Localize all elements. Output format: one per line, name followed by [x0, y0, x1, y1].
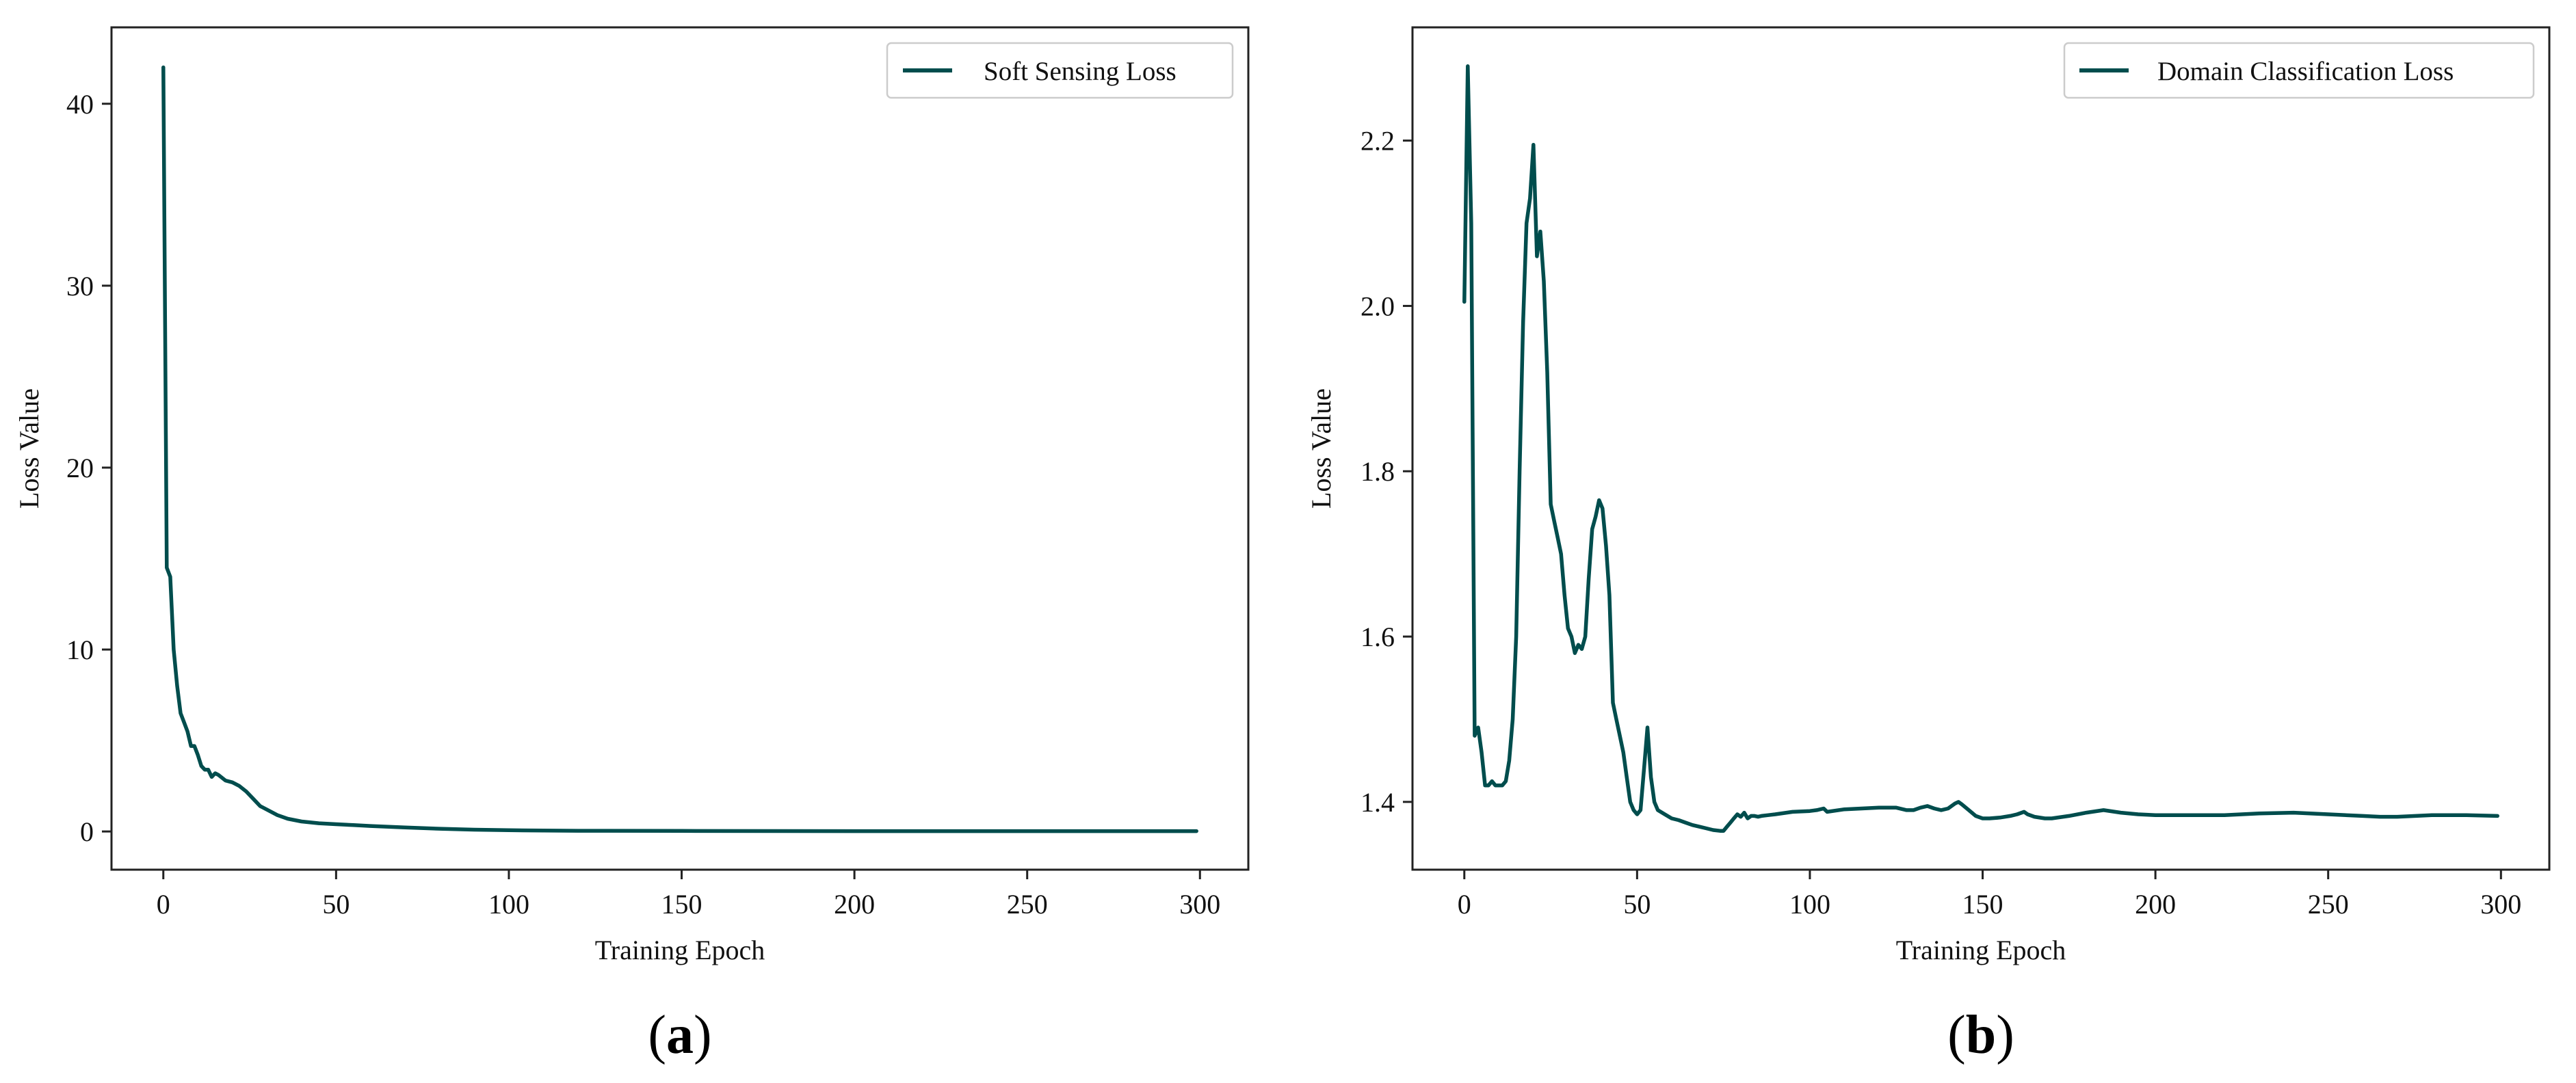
x-tick-label: 250 [2308, 889, 2349, 920]
legend: Domain Classification Loss [2063, 42, 2535, 99]
y-tick-label: 10 [66, 634, 94, 665]
y-tick-label: 1.4 [1361, 787, 1395, 818]
panel-label-a: (a) [648, 1005, 711, 1065]
x-tick-label: 0 [1458, 889, 1471, 920]
chart-panel-b: 0 50 100 150 200 250 300 1.4 1.6 1.8 2.0 2.2 Train… [1306, 26, 2551, 1065]
x-tick-label: 250 [1007, 889, 1048, 920]
legend-entry-label: Domain Classification Loss [2157, 57, 2454, 86]
panel-label-b: (b) [1947, 1005, 2014, 1065]
legend-entry-label: Soft Sensing Loss [984, 57, 1177, 86]
series-line-domain-classification-loss [1462, 64, 2499, 833]
plot-area-frame [1411, 26, 2551, 871]
y-tick-label: 2.2 [1361, 126, 1395, 157]
x-tick-label: 150 [1962, 889, 2003, 920]
y-tick-label: 1.6 [1361, 621, 1395, 652]
legend-box [2063, 42, 2535, 99]
y-tick-label: 20 [66, 453, 94, 483]
y-tick-label: 30 [66, 271, 94, 302]
x-axis-label: Training Epoch [595, 935, 765, 965]
x-tick-label: 200 [2135, 889, 2176, 920]
chart-panel-a: 0 50 100 150 200 250 300 0 10 20 30 40 Training Ep… [14, 26, 1250, 1065]
x-tick-label: 0 [157, 889, 170, 920]
y-tick-label: 2.0 [1361, 291, 1395, 321]
y-axis-ticks: 0 10 20 30 40 [66, 89, 111, 847]
x-tick-label: 100 [1789, 889, 1830, 920]
panel-label-letter: a [666, 1005, 694, 1065]
x-tick-label: 100 [488, 889, 529, 920]
x-tick-label: 50 [1623, 889, 1651, 920]
x-axis-label: Training Epoch [1896, 935, 2066, 965]
y-tick-label: 1.8 [1361, 456, 1395, 487]
plot-area-frame [110, 26, 1250, 871]
legend: Soft Sensing Loss [886, 42, 1234, 99]
y-tick-label: 40 [66, 89, 94, 120]
x-tick-label: 150 [661, 889, 702, 920]
series-line-soft-sensing-loss [161, 65, 1198, 833]
x-tick-label: 300 [1179, 889, 1220, 920]
x-axis-ticks: 0 50 100 150 200 250 300 [157, 870, 1220, 920]
x-tick-label: 50 [322, 889, 350, 920]
legend-box [886, 42, 1234, 99]
y-axis-label: Loss Value [14, 388, 44, 509]
y-tick-label: 0 [80, 816, 94, 847]
x-axis-ticks: 0 50 100 150 200 250 300 [1458, 870, 2521, 920]
panel-label-letter: b [1966, 1005, 1997, 1065]
y-axis-ticks: 1.4 1.6 1.8 2.0 2.2 [1361, 126, 1412, 818]
y-axis-label: Loss Value [1306, 388, 1337, 509]
x-tick-label: 200 [834, 889, 875, 920]
x-tick-label: 300 [2480, 889, 2521, 920]
